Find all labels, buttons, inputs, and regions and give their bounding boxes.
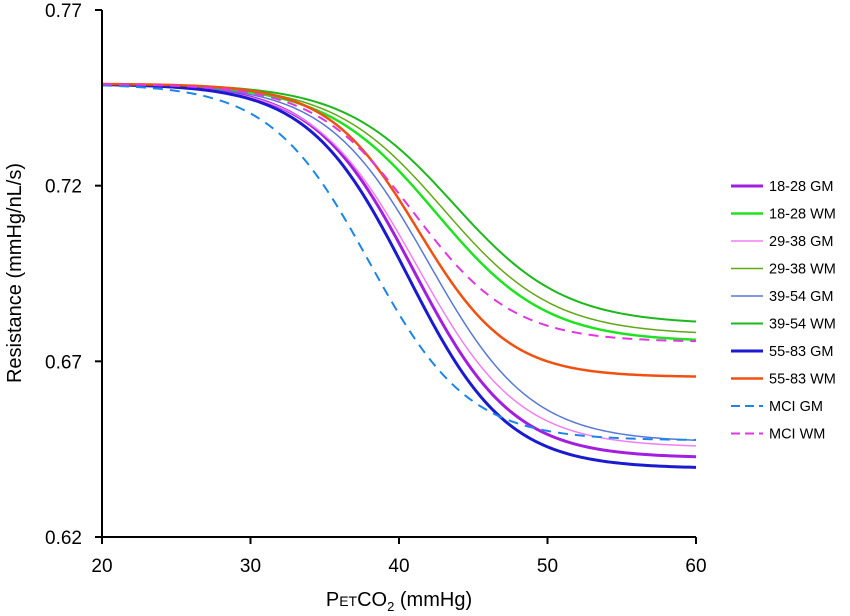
series-line-mci-gm (101, 84, 697, 441)
x-tick-label: 40 (388, 556, 409, 577)
legend-label-29-38-wm: 29-38 WM (769, 262, 836, 278)
y-tick-label: 0.62 (45, 528, 82, 549)
plot-lines (101, 82, 697, 469)
series-line-mci-wm (101, 83, 697, 343)
x-tick-label: 60 (685, 556, 706, 577)
legend-label-39-54-wm: 39-54 WM (769, 317, 836, 333)
x-tick-label: 50 (537, 556, 558, 577)
x-axis-title: PETCO2 (mmHg) (326, 589, 472, 614)
axis-ticks: 0.62 0.67 0.72 0.77 20 30 40 50 60 (45, 1, 707, 577)
y-tick-label: 0.67 (45, 352, 82, 373)
y-tick-label: 0.72 (45, 177, 82, 198)
series-line-29-38-gm (101, 83, 697, 447)
legend-label-mci-wm: MCI WM (769, 427, 825, 443)
legend-label-29-38-gm: 29-38 GM (769, 234, 833, 250)
legend: 18-28 GM 18-28 WM 29-38 GM 29-38 WM 39-54 GM… (731, 179, 836, 443)
legend-label-mci-gm: MCI GM (769, 399, 823, 415)
x-tick-label: 20 (91, 556, 112, 577)
series-line-39-54-wm (101, 83, 697, 323)
y-tick-label: 0.77 (45, 1, 82, 22)
series-line-55-83-wm (101, 82, 697, 378)
legend-label-18-28-gm: 18-28 GM (769, 179, 833, 195)
series-line-39-54-gm (101, 83, 697, 441)
x-tick-label: 30 (240, 556, 261, 577)
legend-label-55-83-gm: 55-83 GM (769, 344, 833, 360)
legend-label-39-54-gm: 39-54 GM (769, 289, 833, 305)
legend-label-55-83-wm: 55-83 WM (769, 372, 836, 388)
y-axis-title: Resistance (mmHg/nL/s) (4, 163, 26, 383)
series-line-55-83-gm (101, 83, 697, 469)
legend-label-18-28-wm: 18-28 WM (769, 207, 836, 223)
series-line-18-28-gm (101, 82, 697, 459)
series-line-29-38-wm (101, 83, 697, 334)
